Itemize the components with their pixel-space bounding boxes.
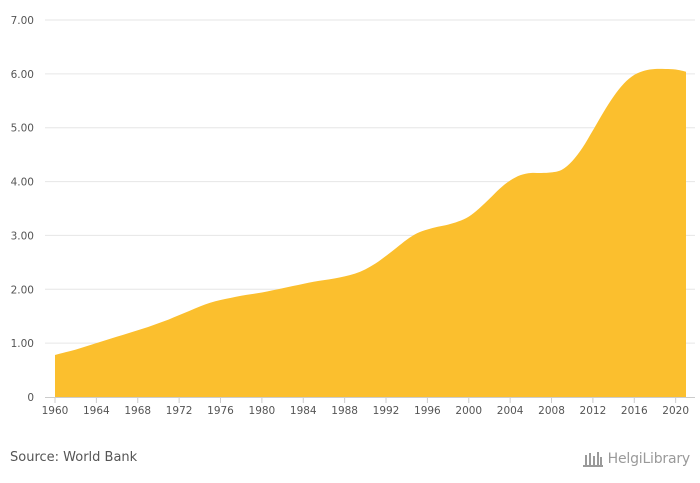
x-tick-label: 1960 (42, 405, 69, 417)
area-series (55, 68, 686, 398)
y-tick-label: 3.00 (11, 230, 34, 242)
y-tick-label: 7.00 (11, 15, 34, 27)
y-tick-label: 5.00 (11, 123, 34, 135)
x-tick-label: 1988 (331, 405, 358, 417)
y-tick-label: 6.00 (11, 69, 34, 81)
x-tick-label: 2020 (662, 405, 689, 417)
x-tick-label: 1992 (373, 405, 400, 417)
brand-name: HelgiLibrary (607, 451, 691, 467)
y-tick-label: 4.00 (11, 177, 34, 189)
brand-logo: HelgiLibrary (582, 448, 690, 470)
x-tick-label: 1984 (290, 405, 317, 417)
x-tick-label: 1968 (124, 405, 151, 417)
x-tick-label: 2008 (538, 405, 565, 417)
source-note: Source: World Bank (10, 450, 138, 465)
x-tick-label: 1980 (249, 405, 276, 417)
y-tick-label: 1.00 (11, 338, 34, 350)
x-tick-label: 1964 (83, 405, 110, 417)
area-fill (55, 68, 686, 398)
x-tick-label: 2012 (580, 405, 607, 417)
x-tick-label: 1972 (166, 405, 193, 417)
area-chart: 0 1.00 2.00 3.00 4.00 5.00 6.00 7.00 1960 1964 196… (11, 15, 695, 417)
x-tick-label: 2016 (621, 405, 648, 417)
x-tick-label: 2004 (497, 405, 524, 417)
y-tick-label: 2.00 (11, 284, 34, 296)
axes: 0 1.00 2.00 3.00 4.00 5.00 6.00 7.00 1960 1964 196… (11, 15, 695, 417)
y-tick-label: 0 (27, 392, 34, 404)
x-tick-label: 2000 (455, 405, 482, 417)
x-tick-label: 1996 (414, 405, 441, 417)
library-building-icon (582, 452, 603, 467)
gridlines (45, 19, 695, 344)
x-tick-label: 1976 (207, 405, 234, 417)
